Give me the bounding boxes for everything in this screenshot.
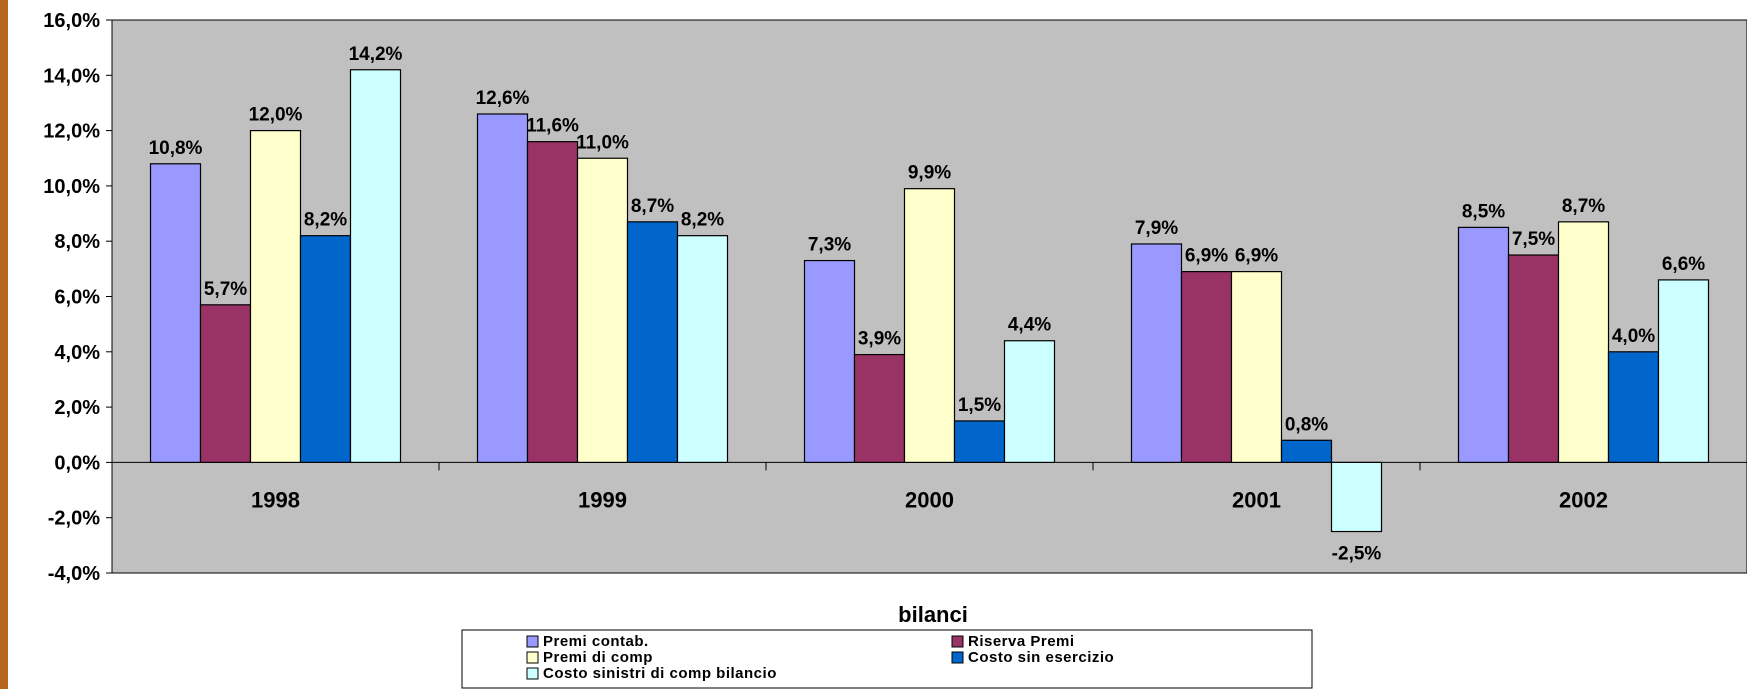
bar-2002-5 bbox=[1657, 279, 1710, 464]
bar-1998-3 bbox=[249, 130, 302, 463]
y-tick-label: 2,0% bbox=[54, 397, 100, 419]
bar-1999-5 bbox=[676, 235, 729, 463]
data-label: 5,7% bbox=[204, 279, 247, 300]
data-label: 6,6% bbox=[1662, 254, 1705, 275]
category-label-2001: 2001 bbox=[1232, 487, 1281, 512]
data-label: 8,7% bbox=[631, 196, 674, 217]
data-label: 7,3% bbox=[808, 235, 851, 256]
y-tick-label: 12,0% bbox=[43, 121, 100, 143]
bar-2000-1 bbox=[803, 259, 856, 463]
bar-2002-2 bbox=[1507, 254, 1560, 463]
bar-2002-4 bbox=[1607, 351, 1660, 463]
bar-2001-3 bbox=[1230, 271, 1283, 463]
legend-title: bilanci bbox=[898, 602, 968, 627]
category-label-1999: 1999 bbox=[578, 487, 627, 512]
left-edge-strip bbox=[0, 0, 8, 689]
bar-1998-5 bbox=[349, 69, 402, 464]
bar-2001-1 bbox=[1130, 243, 1183, 463]
data-label: 8,2% bbox=[304, 210, 347, 231]
legend-item-label: Premi contab. bbox=[543, 633, 649, 650]
legend-swatch-5 bbox=[526, 667, 539, 680]
bar-2002-1 bbox=[1457, 226, 1510, 463]
bar-1999-3 bbox=[576, 157, 629, 463]
data-label: 8,5% bbox=[1462, 201, 1505, 222]
data-label: 1,5% bbox=[958, 395, 1001, 416]
y-tick-label: 6,0% bbox=[54, 287, 100, 309]
data-label: 9,9% bbox=[908, 163, 951, 184]
y-tick-label: 4,0% bbox=[54, 342, 100, 364]
data-label: 8,7% bbox=[1562, 196, 1605, 217]
bar-2000-3 bbox=[903, 188, 956, 463]
data-label: 7,5% bbox=[1512, 229, 1555, 250]
y-tick-label: 8,0% bbox=[54, 231, 100, 253]
data-label: 14,2% bbox=[349, 44, 403, 65]
legend-swatch-2 bbox=[951, 635, 964, 648]
data-label: 12,6% bbox=[476, 88, 530, 109]
data-label: -2,5% bbox=[1332, 544, 1382, 565]
data-label: 4,4% bbox=[1008, 315, 1051, 336]
data-label: 7,9% bbox=[1135, 218, 1178, 239]
data-label: 8,2% bbox=[681, 210, 724, 231]
bar-1998-4 bbox=[299, 235, 352, 463]
bar-2002-3 bbox=[1557, 221, 1610, 463]
legend-item-label: Premi di comp bbox=[543, 649, 653, 666]
bar-1999-1 bbox=[476, 113, 529, 464]
data-label: 0,8% bbox=[1285, 414, 1328, 435]
bar-1999-4 bbox=[626, 221, 679, 463]
bar-1998-2 bbox=[199, 304, 252, 464]
category-label-2002: 2002 bbox=[1559, 487, 1608, 512]
legend-item-label: Costo sinistri di comp bilancio bbox=[543, 665, 777, 682]
data-label: 6,9% bbox=[1185, 246, 1228, 267]
legend-item-label: Riserva Premi bbox=[968, 633, 1075, 650]
y-tick-label: 16,0% bbox=[43, 10, 100, 32]
bar-1998-1 bbox=[149, 163, 202, 463]
bar-1999-2 bbox=[526, 141, 579, 463]
legend-swatch-4 bbox=[951, 651, 964, 664]
y-tick-label: -4,0% bbox=[48, 563, 100, 585]
data-label: 4,0% bbox=[1612, 326, 1655, 347]
data-label: 6,9% bbox=[1235, 246, 1278, 267]
y-tick-label: 10,0% bbox=[43, 176, 100, 198]
legend-item-label: Costo sin esercizio bbox=[968, 649, 1114, 666]
category-label-1998: 1998 bbox=[251, 487, 300, 512]
bar-2000-5 bbox=[1003, 340, 1056, 463]
bar-2001-2 bbox=[1180, 271, 1233, 463]
data-label: 3,9% bbox=[858, 329, 901, 350]
data-label: 12,0% bbox=[249, 105, 303, 126]
bar-2000-2 bbox=[853, 353, 906, 464]
data-label: 11,6% bbox=[526, 116, 579, 137]
legend-swatch-1 bbox=[526, 635, 539, 648]
y-tick-label: 14,0% bbox=[43, 65, 100, 87]
y-tick-label: -2,0% bbox=[48, 508, 100, 530]
bar-2001-4 bbox=[1280, 439, 1333, 463]
bar-2000-4 bbox=[953, 420, 1006, 463]
data-label: 11,0% bbox=[576, 132, 629, 153]
legend-swatch-3 bbox=[526, 651, 539, 664]
bar-2001-5 bbox=[1330, 461, 1383, 533]
data-label: 10,8% bbox=[149, 138, 203, 159]
category-label-2000: 2000 bbox=[905, 487, 954, 512]
legend-box bbox=[461, 629, 1313, 689]
y-tick-label: 0,0% bbox=[54, 452, 100, 474]
